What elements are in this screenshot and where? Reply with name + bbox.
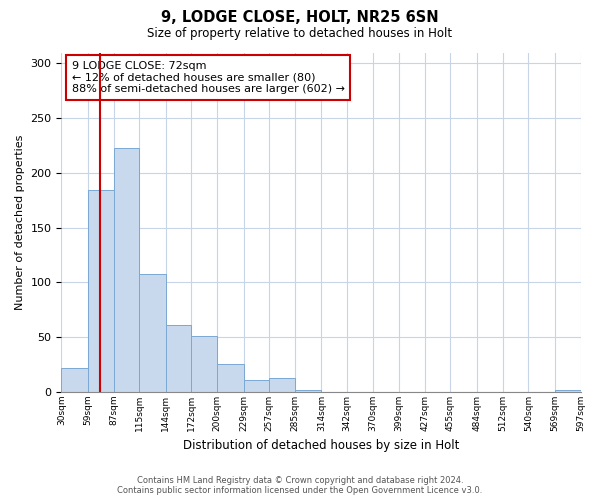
Bar (88, 190, 113, 392)
X-axis label: Distribution of detached houses by size in Holt: Distribution of detached houses by size … (183, 440, 459, 452)
Bar (269, 378, 295, 392)
Bar (191, 336, 217, 392)
Text: 9, LODGE CLOSE, HOLT, NR25 6SN: 9, LODGE CLOSE, HOLT, NR25 6SN (161, 10, 439, 25)
Bar (244, 380, 269, 392)
Y-axis label: Number of detached properties: Number of detached properties (15, 134, 25, 310)
Bar (166, 325, 191, 392)
Bar (217, 364, 244, 392)
Bar (139, 274, 166, 392)
Bar (295, 390, 322, 392)
Bar (113, 148, 139, 392)
Bar (555, 390, 581, 392)
Bar (61, 368, 88, 392)
Text: Contains HM Land Registry data © Crown copyright and database right 2024.
Contai: Contains HM Land Registry data © Crown c… (118, 476, 482, 495)
Text: 9 LODGE CLOSE: 72sqm
← 12% of detached houses are smaller (80)
88% of semi-detac: 9 LODGE CLOSE: 72sqm ← 12% of detached h… (72, 61, 345, 94)
Text: Size of property relative to detached houses in Holt: Size of property relative to detached ho… (148, 28, 452, 40)
